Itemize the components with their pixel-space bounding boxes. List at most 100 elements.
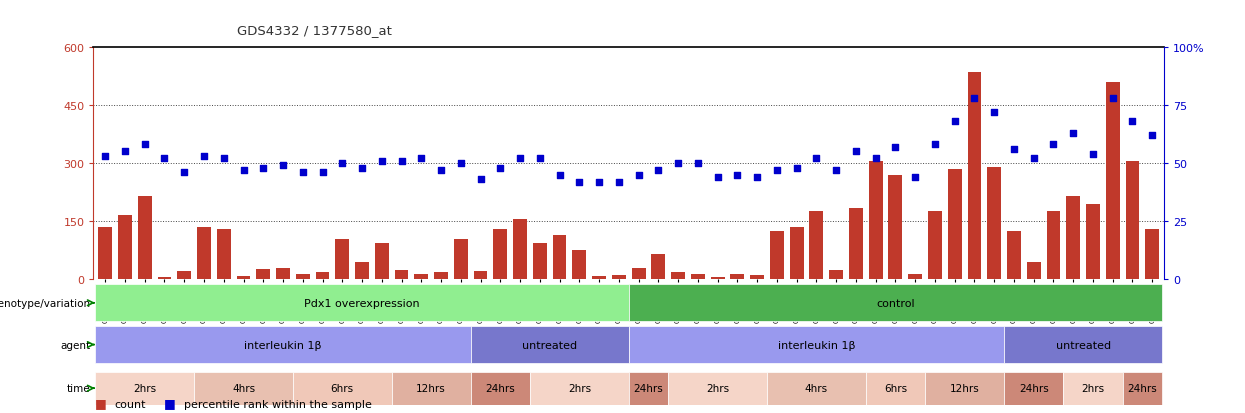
Text: 2hrs: 2hrs	[133, 383, 157, 393]
Bar	[513, 220, 527, 280]
Bar	[613, 275, 626, 280]
Point	[1043, 142, 1063, 148]
Point	[174, 170, 194, 176]
Bar	[98, 228, 112, 280]
Point	[688, 160, 708, 167]
Text: interleukin 1β: interleukin 1β	[244, 340, 321, 350]
Bar	[296, 274, 310, 280]
Bar	[217, 229, 230, 280]
Bar	[415, 274, 428, 280]
Text: 4hrs: 4hrs	[804, 383, 828, 393]
Text: 12hrs: 12hrs	[416, 383, 446, 393]
Bar	[631, 268, 645, 280]
Point	[609, 179, 629, 185]
Point	[96, 153, 116, 160]
Point	[431, 167, 451, 174]
Point	[471, 176, 491, 183]
Text: control: control	[876, 298, 915, 308]
Bar	[276, 268, 290, 280]
Point	[1123, 119, 1143, 125]
Point	[530, 156, 550, 162]
Bar	[629, 326, 1003, 363]
Bar	[471, 372, 530, 405]
Bar	[987, 167, 1001, 280]
Bar	[947, 169, 961, 280]
Bar	[691, 274, 705, 280]
Text: 12hrs: 12hrs	[950, 383, 980, 393]
Bar	[493, 229, 507, 280]
Bar	[669, 372, 767, 405]
Bar	[1106, 82, 1119, 280]
Bar	[1003, 326, 1162, 363]
Bar	[118, 216, 132, 280]
Text: 6hrs: 6hrs	[884, 383, 906, 393]
Text: 2hrs: 2hrs	[1082, 383, 1104, 393]
Text: count: count	[115, 399, 146, 409]
Text: 24hrs: 24hrs	[486, 383, 515, 393]
Point	[885, 144, 905, 151]
Point	[629, 172, 649, 178]
Text: genotype/variation: genotype/variation	[0, 298, 91, 308]
Point	[589, 179, 609, 185]
Bar	[629, 285, 1162, 321]
Text: 2hrs: 2hrs	[706, 383, 730, 393]
Bar	[395, 270, 408, 280]
Bar	[925, 372, 1003, 405]
Point	[115, 149, 134, 155]
Bar	[197, 228, 210, 280]
Point	[253, 165, 273, 171]
Point	[569, 179, 589, 185]
Bar	[1145, 229, 1159, 280]
Bar	[593, 276, 606, 280]
Text: 24hrs: 24hrs	[1018, 383, 1048, 393]
Bar	[1086, 204, 1099, 280]
Bar	[671, 272, 685, 280]
Point	[985, 109, 1005, 116]
Text: 2hrs: 2hrs	[568, 383, 591, 393]
Bar	[158, 278, 172, 280]
Text: untreated: untreated	[1056, 340, 1111, 350]
Point	[965, 95, 985, 102]
Text: Pdx1 overexpression: Pdx1 overexpression	[304, 298, 420, 308]
Point	[865, 156, 885, 162]
Bar	[96, 372, 194, 405]
Text: interleukin 1β: interleukin 1β	[778, 340, 855, 350]
Bar	[96, 285, 629, 321]
Bar	[1125, 161, 1139, 280]
Bar	[769, 231, 784, 280]
Bar	[809, 212, 823, 280]
Point	[392, 158, 412, 165]
Bar	[849, 208, 863, 280]
Bar	[392, 372, 471, 405]
Point	[293, 170, 312, 176]
Bar	[138, 197, 152, 280]
Text: time: time	[67, 383, 91, 393]
Bar	[1007, 231, 1021, 280]
Point	[491, 165, 510, 171]
Bar	[530, 372, 629, 405]
Bar	[573, 251, 586, 280]
Text: 24hrs: 24hrs	[634, 383, 664, 393]
Point	[787, 165, 807, 171]
Point	[767, 167, 787, 174]
Bar	[194, 372, 293, 405]
Point	[411, 156, 431, 162]
Bar	[1063, 372, 1123, 405]
Point	[1103, 95, 1123, 102]
Bar	[1003, 372, 1063, 405]
Point	[332, 160, 352, 167]
Point	[905, 174, 925, 181]
Point	[372, 158, 392, 165]
Bar	[928, 212, 941, 280]
Text: ■: ■	[164, 396, 176, 409]
Bar	[316, 273, 330, 280]
Bar	[454, 239, 468, 280]
Bar	[909, 274, 923, 280]
Text: agent: agent	[60, 340, 91, 350]
Bar	[553, 235, 566, 280]
Point	[1083, 151, 1103, 158]
Bar	[237, 276, 250, 280]
Bar	[889, 175, 903, 280]
Point	[669, 160, 688, 167]
Bar	[767, 372, 865, 405]
